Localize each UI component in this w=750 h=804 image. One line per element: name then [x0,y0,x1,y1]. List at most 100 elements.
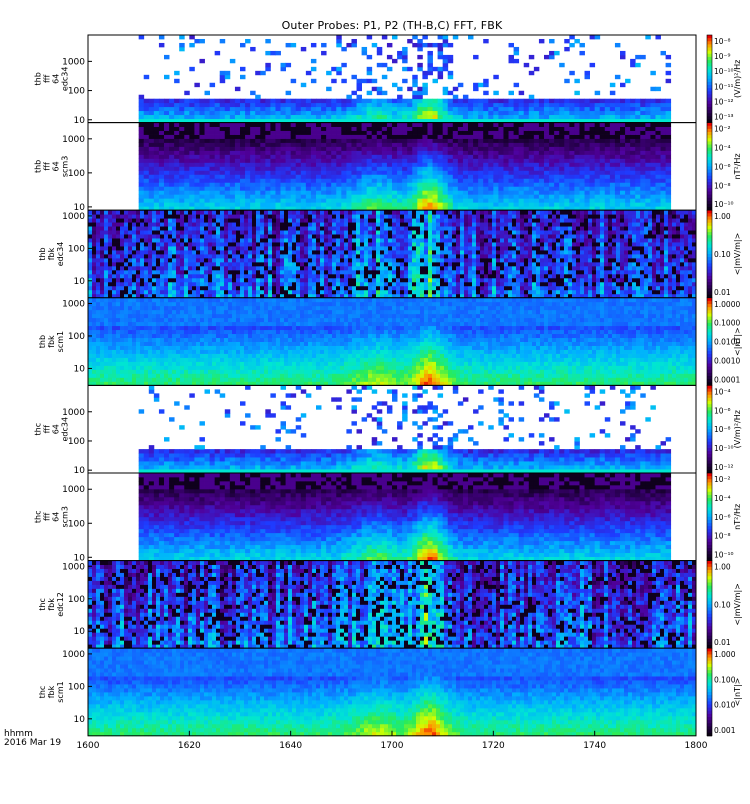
colorbar-tick-thb-fff-e34-2: 10⁻¹⁰ [714,67,734,76]
colorbar-thc-fbk-scm1: 1.0000.1000.0100.001<|nT|> [707,648,742,736]
y-label-thb-fbk-scm1-2: scm1 [56,331,65,352]
y-label-thc-fff-scm3-0: thc [34,510,43,523]
colorbar-unit-thb-fbk-e34: <|mV/m|> [733,233,742,276]
colorbar-tick-thb-fbk-e34-2: 0.01 [714,288,731,297]
y-label-thb-fff-e34-2: 64 [52,74,61,84]
y-tick-label-thb-fbk-e34-10: 10 [74,277,86,287]
colorbar-tick-thb-fbk-scm1-4: 0.0001 [714,375,740,384]
x-tick-label-1620: 1620 [178,741,201,751]
colorbar-tick-thc-fff-e34-3: 10⁻¹⁰ [714,444,734,453]
colorbar-tick-thb-fbk-e34-0: 1.00 [714,212,731,221]
y-tick-label-thc-fff-e34-100: 100 [68,437,85,447]
colorbar-tick-thc-fbk-scm1-3: 0.001 [714,726,736,735]
y-label-thb-fff-scm3-3: scm3 [61,156,70,177]
x-tick-label-1800: 1800 [685,741,708,751]
y-label-thc-fff-scm3-3: scm3 [61,506,70,527]
y-label-thc-fbk-scm1-1: fbk [47,685,56,698]
y-tick-label-thb-fff-e34-1000: 1000 [62,57,85,67]
y-tick-label-thb-fbk-scm1-10: 10 [74,364,86,374]
colorbar-unit-thc-fbk-scm1: <|nT|> [733,678,742,707]
colorbar-thb-fbk-e34: 1.00 0.10 0.01 <|mV/m|> [707,210,742,298]
y-label-thb-fbk-scm1-0: thb [38,335,47,348]
y-tick-label-thc-fbk-scm1-10: 10 [74,715,86,725]
colorbar-tick-thb-fff-e34-3: 10⁻¹¹ [714,82,734,91]
y-label-thc-fff-e34-1: fff [43,425,52,434]
y-label-thb-fff-scm3-0: thb [34,160,43,173]
y-label-thc-fbk-e12-0: thc [38,598,47,611]
y-label-thc-fbk-e12-1: fbk [47,598,56,611]
colorbar-tick-thc-fbk-e12-1: 0.10 [714,600,731,609]
colorbar-tick-thc-fff-scm3-4: 10⁻¹⁰ [714,551,734,560]
y-tick-label-thc-fff-e34-1000: 1000 [62,408,85,418]
colorbar-unit-thb-fff-scm3: nT²/Hz [733,153,742,179]
y-label-thc-fff-scm3-1: fff [43,512,52,521]
spectrogram-thc-fbk-scm1 [88,648,696,736]
date-label: 2016 Mar 19 [4,739,61,748]
spectrogram-thb-fff-scm3 [139,123,671,211]
y-tick-label-thb-fff-scm3-1000: 1000 [62,135,85,145]
spectrogram-thc-fbk-e12 [88,561,696,649]
colorbar-thc-fff-scm3: 10⁻² 10⁻⁴ 10⁻⁶ 10⁻⁸ 10⁻¹⁰ nT²/Hz [707,473,742,561]
colorbar-tick-thc-fff-scm3-1: 10⁻⁴ [714,494,731,503]
spectrogram-thc-fff-scm3 [139,473,671,561]
colorbar-unit-thc-fbk-e12: <|mV/m|> [733,583,742,626]
y-label-thb-fbk-e34-2: edc34 [56,242,65,267]
colorbar-tick-thc-fbk-e12-0: 1.00 [714,563,731,572]
y-tick-label-thc-fbk-e12-100: 100 [68,595,85,605]
y-tick-label-thc-fbk-e12-10: 10 [74,627,86,637]
colorbar-tick-thc-fff-scm3-0: 10⁻² [714,475,731,484]
y-tick-label-thc-fbk-scm1-1000: 1000 [62,650,85,660]
colorbar-tick-thc-fff-e34-2: 10⁻⁸ [714,425,731,434]
y-tick-label-thb-fbk-scm1-1000: 1000 [62,300,85,310]
y-tick-label-thb-fff-e34-10: 10 [74,116,86,126]
figure-title: Outer Probes: P1, P2 (TH-B,C) FFT, FBK [88,19,696,32]
spectrogram-thb-fbk-scm1 [88,298,696,386]
colorbar-tick-thc-fbk-e12-2: 0.01 [714,638,731,647]
spectrogram-thb-fff-e34 [139,35,671,123]
y-label-thc-fff-e34-3: edc34 [61,417,70,442]
colorbar-tick-thb-fbk-scm1-1: 0.1000 [714,319,740,328]
y-label-thc-fbk-scm1-2: scm1 [56,681,65,702]
colorbar-tick-thb-fbk-e34-1: 0.10 [714,250,731,259]
y-tick-label-thc-fff-scm3-100: 100 [68,519,85,529]
colorbar-unit-thb-fbk-scm1: <|nT|> [733,327,742,356]
colorbar-tick-thc-fff-e34-1: 10⁻⁶ [714,406,731,415]
y-label-thb-fff-e34-1: fff [43,74,52,83]
colorbar-tick-thb-fff-e34-5: 10⁻¹³ [714,113,734,122]
y-label-thb-fff-scm3-2: 64 [52,161,61,171]
colorbar-tick-thb-fff-scm3-3: 10⁻⁸ [714,181,731,190]
colorbar-tick-thc-fff-scm3-3: 10⁻⁸ [714,532,731,541]
colorbar-tick-thb-fbk-scm1-3: 0.0010 [714,357,740,366]
x-tick-label-1700: 1700 [381,741,404,751]
y-label-thb-fff-e34-3: edc34 [61,67,70,92]
colorbar-tick-thb-fff-e34-0: 10⁻⁸ [714,37,731,46]
colorbar-tick-thb-fff-scm3-0: 10⁻² [714,125,731,134]
colorbar-thc-fbk-e12: 1.00 0.10 0.01 <|mV/m|> [707,561,742,649]
colorbar-unit-thc-fff-scm3: nT²/Hz [733,504,742,530]
y-tick-label-thc-fbk-scm1-100: 100 [68,682,85,692]
x-tick-label-1640: 1640 [279,741,302,751]
colorbar-tick-thc-fff-e34-4: 10⁻¹² [714,463,734,472]
colorbar-tick-thc-fff-e34-0: 10⁻⁴ [714,387,731,396]
colorbar-tick-thc-fff-scm3-2: 10⁻⁶ [714,513,731,522]
x-tick-label-1600: 1600 [77,741,100,751]
colorbar-tick-thb-fff-scm3-2: 10⁻⁶ [714,162,731,171]
spectrogram-thb-fbk-e34 [88,210,696,298]
y-label-thc-fbk-e12-2: edc12 [56,592,65,617]
y-label-thb-fbk-e34-1: fbk [47,247,56,260]
y-tick-label-thc-fff-e34-10: 10 [74,466,86,476]
y-tick-label-thc-fbk-e12-1000: 1000 [62,562,85,572]
